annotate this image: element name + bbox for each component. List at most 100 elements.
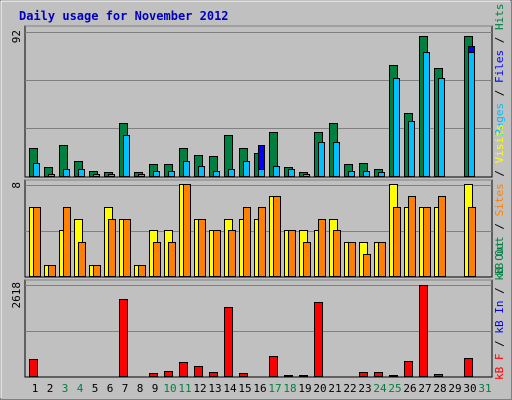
bar-pages-day-19 [303, 174, 310, 177]
kbytes-ymax-label: 2618 [10, 282, 23, 309]
bar-kb-f-day-12 [194, 366, 203, 377]
bar-kb-f-day-26 [404, 361, 413, 377]
panel-visits [24, 179, 493, 278]
legend-kbf: kB F [493, 354, 506, 381]
bar-kb-f-day-7 [119, 299, 128, 377]
bar-pages-day-21 [333, 142, 340, 177]
bar-pages-day-7 [123, 135, 130, 177]
bar-sites-day-8 [138, 265, 146, 277]
bar-sites-day-6 [108, 219, 116, 277]
legend-sites: Sites [493, 183, 506, 216]
bar-sites-day-24 [378, 242, 386, 277]
bar-sites-day-3 [63, 207, 71, 277]
x-label-day-22: 22 [343, 382, 356, 395]
legend-visits: kB Out / Sites / Visits [493, 124, 506, 276]
legend-kbout: kB Out [493, 241, 506, 281]
bar-pages-day-13 [213, 171, 220, 177]
bar-kb-f-day-11 [179, 362, 188, 377]
legend-kbout-mid: kB Out [493, 236, 506, 276]
x-label-day-25: 25 [388, 382, 401, 395]
bar-kb-f-day-27 [419, 285, 428, 377]
bar-sites-day-7 [123, 219, 131, 277]
bar-sites-day-10 [168, 242, 176, 277]
legend-kbin: kB In [493, 301, 506, 334]
x-label-day-20: 20 [313, 382, 326, 395]
x-label-day-30: 30 [463, 382, 476, 395]
x-label-day-12: 12 [193, 382, 206, 395]
bar-kb-f-day-18 [284, 375, 293, 377]
bar-sites-day-19 [303, 242, 311, 277]
bar-sites-day-9 [153, 242, 161, 277]
bar-pages-day-22 [348, 171, 355, 177]
chart-title: Daily usage for November 2012 [19, 9, 229, 23]
legend-files: Files [493, 50, 506, 83]
bar-pages-day-3 [63, 169, 70, 177]
bar-pages-day-23 [363, 171, 370, 177]
bar-kb-f-day-14 [224, 307, 233, 377]
bar-pages-day-15 [243, 161, 250, 177]
bar-sites-day-12 [198, 219, 206, 277]
bar-kb-f-day-24 [374, 372, 383, 377]
x-label-day-17: 17 [268, 382, 281, 395]
bar-kb-f-day-15 [239, 373, 248, 377]
x-label-day-4: 4 [77, 382, 84, 395]
bar-sites-day-17 [273, 196, 281, 277]
bar-kb-f-day-25 [389, 375, 398, 377]
x-axis-labels: 1 2 3 4 5 6 7 8 9 10 11 12 13 14 15 16 17 18 19 20 21 22 23 24 2… [32, 382, 492, 395]
x-label-day-16: 16 [253, 382, 266, 395]
x-label-day-5: 5 [92, 382, 99, 395]
bar-sites-day-11 [183, 184, 191, 277]
bar-pages-day-25 [393, 78, 400, 177]
bar-kb-f-day-20 [314, 302, 323, 377]
bar-kb-f-day-13 [209, 372, 218, 377]
x-label-day-11: 11 [178, 382, 191, 395]
hits-ymax-label: 92 [10, 30, 23, 43]
x-label-day-10: 10 [163, 382, 176, 395]
bar-sites-day-22 [348, 242, 356, 277]
bar-pages-day-5 [93, 174, 100, 177]
bar-pages-day-1 [33, 163, 40, 177]
bar-pages-day-24 [378, 172, 385, 177]
bar-pages-day-4 [78, 169, 85, 177]
bar-pages-day-16 [258, 169, 265, 177]
x-label-day-31: 31 [478, 382, 491, 395]
x-label-day-26: 26 [403, 382, 416, 395]
x-label-day-3: 3 [62, 382, 69, 395]
bar-pages-day-2 [48, 174, 55, 177]
bar-kb-f-day-10 [164, 371, 173, 377]
bar-pages-day-18 [288, 169, 295, 177]
bar-sites-day-5 [93, 265, 101, 277]
panel-kbytes [24, 279, 493, 378]
x-label-day-7: 7 [122, 382, 129, 395]
legend-hits-label: Hits [493, 4, 506, 31]
bar-sites-day-23 [363, 254, 371, 277]
bar-pages-day-17 [273, 166, 280, 177]
bar-pages-day-12 [198, 166, 205, 177]
bar-sites-day-26 [408, 196, 416, 277]
bar-kb-f-day-17 [269, 356, 278, 377]
bar-pages-day-14 [228, 169, 235, 177]
bar-pages-day-11 [183, 161, 190, 177]
x-label-day-15: 15 [238, 382, 251, 395]
legend-pages: Pages [493, 103, 506, 136]
legend-visits-label: Visits [493, 124, 506, 164]
x-label-day-19: 19 [298, 382, 311, 395]
legend-kbytes: kB F / kB In / kB Out [493, 241, 506, 380]
bar-sites-day-21 [333, 230, 341, 277]
bar-kb-f-day-1 [29, 359, 38, 377]
x-label-day-29: 29 [448, 382, 461, 395]
x-label-day-9: 9 [152, 382, 159, 395]
x-label-day-8: 8 [137, 382, 144, 395]
bar-pages-day-6 [108, 174, 115, 177]
x-label-day-24: 24 [373, 382, 387, 395]
bar-sites-day-14 [228, 230, 236, 277]
svg-text:Pages / Files / Hits: Pages / Files / Hits [493, 4, 506, 137]
bar-kb-f-day-23 [359, 372, 368, 377]
x-label-day-23: 23 [358, 382, 371, 395]
bar-sites-day-16 [258, 207, 266, 277]
bar-pages-day-10 [168, 171, 175, 177]
bar-pages-day-9 [153, 171, 160, 177]
x-label-day-1: 1 [32, 382, 39, 395]
panel-hits [24, 25, 493, 178]
